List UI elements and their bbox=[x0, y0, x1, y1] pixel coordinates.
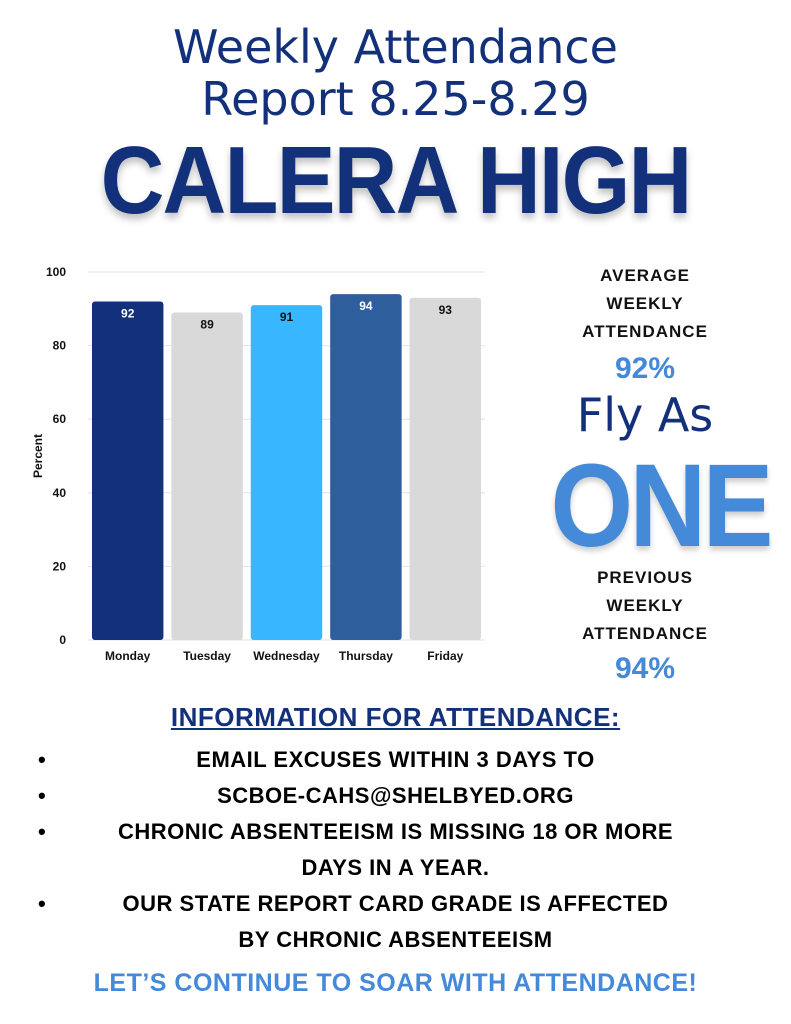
info-list-text: CHRONIC ABSENTEEISM IS MISSING 18 OR MOR… bbox=[117, 819, 674, 844]
average-label-line: ATTENDANCE bbox=[582, 322, 708, 341]
y-tick-label: 0 bbox=[59, 633, 66, 647]
info-list-text: DAYS IN A YEAR. bbox=[301, 855, 490, 880]
bar bbox=[250, 305, 323, 640]
x-tick-label: Tuesday bbox=[183, 649, 231, 663]
bar-value-label: 94 bbox=[359, 299, 373, 313]
y-tick-label: 40 bbox=[53, 486, 67, 500]
bullet-dot-icon: • bbox=[38, 891, 47, 916]
previous-label-line: WEEKLY bbox=[606, 596, 684, 615]
info-list-item: • CHRONIC ABSENTEEISM IS MISSING 18 OR MO… bbox=[0, 814, 791, 850]
average-label-line: AVERAGE bbox=[600, 266, 690, 285]
bar-value-label: 89 bbox=[200, 317, 214, 331]
average-value: 92% bbox=[614, 352, 676, 385]
bar-value-label: 91 bbox=[280, 310, 294, 324]
y-axis-label: Percent bbox=[31, 434, 45, 478]
x-tick-label: Thursday bbox=[339, 649, 393, 663]
info-list-item: • OUR STATE REPORT CARD GRADE IS AFFECTED bbox=[0, 886, 791, 922]
slogan-one: ONE bbox=[550, 440, 774, 572]
info-list-text: BY CHRONIC ABSENTEEISM bbox=[238, 927, 553, 952]
info-list-item: • EMAIL EXCUSES WITHIN 3 DAYS TO bbox=[0, 742, 791, 778]
info-list: • EMAIL EXCUSES WITHIN 3 DAYS TO • SCBOE-CA… bbox=[0, 742, 791, 958]
bullet-dot-icon: • bbox=[38, 747, 47, 772]
y-tick-label: 80 bbox=[53, 339, 67, 353]
average-label-line: WEEKLY bbox=[606, 294, 684, 313]
x-tick-label: Wednesday bbox=[253, 649, 320, 663]
y-tick-label: 100 bbox=[46, 265, 66, 279]
y-tick-label: 20 bbox=[53, 559, 67, 573]
info-list-item: • SCBOE-CAHS@SHELBYED.ORG bbox=[0, 778, 791, 814]
bullet-dot-icon: • bbox=[38, 819, 47, 844]
bar bbox=[409, 297, 482, 640]
bar-value-label: 93 bbox=[439, 303, 453, 317]
bar bbox=[171, 312, 243, 640]
attendance-bar-chart: 0 20 40 60 80 100 Percent 92 Monday 89 Tuesday 91 We… bbox=[31, 265, 485, 663]
info-list-item: BY CHRONIC ABSENTEEISM bbox=[0, 922, 791, 958]
footer-slogan: LET’S CONTINUE TO SOAR WITH ATTENDANCE! bbox=[93, 969, 698, 997]
title-line-2: Report 8.25-8.29 bbox=[201, 72, 590, 126]
bar bbox=[91, 301, 164, 640]
info-list-text: EMAIL EXCUSES WITHIN 3 DAYS TO bbox=[196, 747, 595, 772]
average-label: AVERAGE WEEKLY ATTENDANCE bbox=[545, 262, 745, 346]
slogan-fly-as: Fly As bbox=[576, 388, 714, 442]
y-tick-label: 60 bbox=[53, 412, 67, 426]
x-tick-label: Monday bbox=[105, 649, 151, 663]
previous-label-line: PREVIOUS bbox=[597, 568, 693, 587]
info-list-text: OUR STATE REPORT CARD GRADE IS AFFECTED bbox=[122, 891, 669, 916]
bar-value-label: 92 bbox=[121, 306, 135, 320]
bar bbox=[330, 294, 402, 640]
info-list-item: DAYS IN A YEAR. bbox=[0, 850, 791, 886]
info-list-text: SCBOE-CAHS@SHELBYED.ORG bbox=[217, 783, 574, 808]
previous-value: 94% bbox=[614, 652, 676, 685]
school-name: CALERA HIGH bbox=[100, 127, 693, 234]
previous-label: PREVIOUS WEEKLY ATTENDANCE bbox=[545, 564, 745, 648]
bullet-dot-icon: • bbox=[38, 783, 47, 808]
title-line-1: Weekly Attendance bbox=[173, 20, 618, 74]
previous-label-line: ATTENDANCE bbox=[582, 624, 708, 643]
info-heading: INFORMATION FOR ATTENDANCE: bbox=[170, 702, 621, 732]
x-tick-label: Friday bbox=[427, 649, 463, 663]
